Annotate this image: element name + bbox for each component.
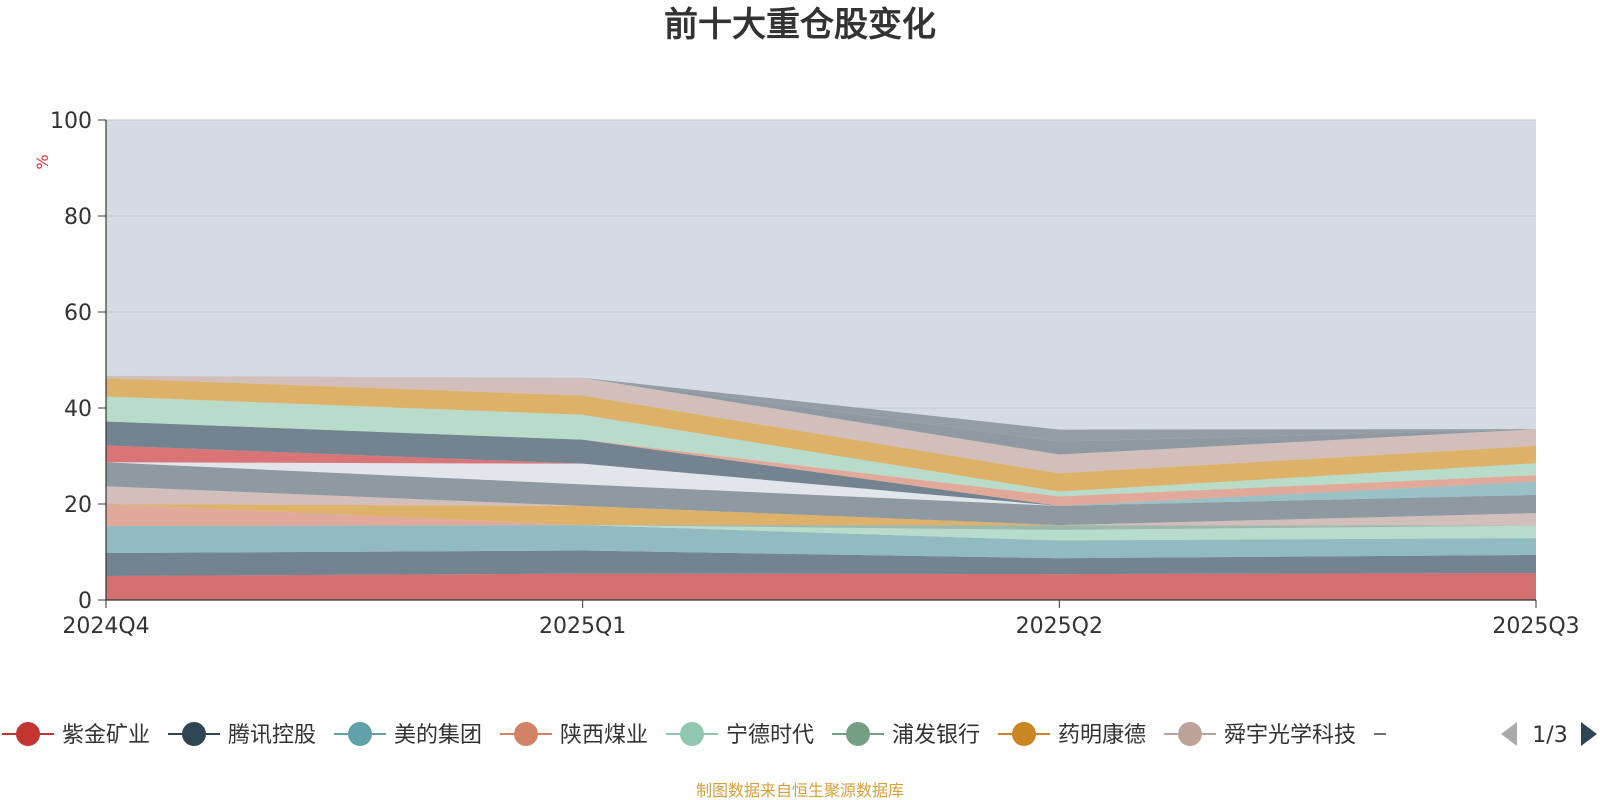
- legend-label: 药明康德: [1058, 723, 1146, 748]
- area-series-4[interactable]: [106, 504, 1536, 541]
- area-series-5[interactable]: [106, 504, 1536, 541]
- legend-page-indicator: 1/3: [1532, 723, 1567, 748]
- legend-label: 腾讯控股: [228, 723, 316, 748]
- legend-label: 舜宇光学科技: [1224, 723, 1356, 748]
- y-tick-label: 80: [64, 205, 92, 230]
- y-tick-label: 0: [78, 589, 92, 614]
- area-series-17[interactable]: [106, 375, 1536, 474]
- legend-next-page-icon[interactable]: [1581, 722, 1597, 746]
- legend-item[interactable]: 宁德时代: [666, 722, 814, 748]
- x-tick-label: 2025Q1: [539, 614, 626, 639]
- legend-label: 宁德时代: [726, 723, 814, 748]
- area-series-18[interactable]: [106, 375, 1536, 455]
- legend-item[interactable]: 腾讯控股: [168, 722, 316, 748]
- area-series-10[interactable]: [106, 462, 1536, 506]
- legend-item[interactable]: 紫金矿业: [2, 722, 150, 748]
- area-series-9[interactable]: [106, 462, 1536, 526]
- area-series-19[interactable]: [106, 375, 1536, 442]
- y-tick-label: 20: [64, 493, 92, 518]
- legend-circle-icon: [1012, 722, 1036, 746]
- legend-circle-icon: [680, 722, 704, 746]
- legend-circle-icon: [182, 722, 206, 746]
- legend-circle-icon: [1178, 722, 1202, 746]
- legend-item[interactable]: 美的集团: [334, 722, 482, 748]
- legend-label: 紫金矿业: [62, 723, 150, 748]
- area-series-16[interactable]: [106, 378, 1536, 492]
- axes: 0 20 40 60 80 100 2024Q4 2025Q1 2025Q2 2025Q3: [50, 109, 1580, 639]
- legend: 紫金矿业 腾讯控股 美的集团 陕西煤业 宁德时代 浦发银行 药明康德 舜宇光学科技 1/3: [2, 722, 1597, 748]
- legend-item[interactable]: 舜宇光学科技: [1164, 722, 1356, 748]
- legend-circle-icon: [514, 722, 538, 746]
- area-series-12[interactable]: [106, 421, 1536, 506]
- y-axis-unit-label: %: [33, 154, 52, 169]
- legend-label: 陕西煤业: [560, 723, 648, 748]
- legend-circle-icon: [16, 722, 40, 746]
- area-series-11[interactable]: [106, 445, 1536, 506]
- area-series-1[interactable]: [106, 573, 1536, 600]
- area-series-13[interactable]: [106, 421, 1536, 506]
- legend-prev-page-icon[interactable]: [1501, 722, 1517, 746]
- y-tick-label: 60: [64, 301, 92, 326]
- x-tick-label: 2025Q3: [1492, 614, 1579, 639]
- x-tick-label: 2025Q2: [1016, 614, 1103, 639]
- legend-item[interactable]: 浦发银行: [832, 722, 980, 748]
- x-tick-label: 2024Q4: [62, 614, 149, 639]
- area-series-2[interactable]: [106, 550, 1536, 576]
- area-series-8[interactable]: [106, 486, 1536, 526]
- chart-title: 前十大重仓股变化: [664, 5, 936, 45]
- area-series-15[interactable]: [106, 396, 1536, 497]
- plot-area: [106, 119, 1536, 600]
- legend-label: 美的集团: [394, 723, 482, 748]
- legend-circle-icon: [348, 722, 372, 746]
- y-tick-label: 40: [64, 397, 92, 422]
- legend-circle-icon: [846, 722, 870, 746]
- area-series-7[interactable]: [106, 504, 1536, 526]
- data-source-note: 制图数据来自恒生聚源数据库: [696, 781, 904, 800]
- legend-item[interactable]: 药明康德: [998, 722, 1146, 748]
- legend-label: 浦发银行: [892, 723, 980, 748]
- y-tick-label: 100: [50, 109, 92, 134]
- legend-item[interactable]: 陕西煤业: [500, 722, 648, 748]
- area-series-3[interactable]: [106, 525, 1536, 559]
